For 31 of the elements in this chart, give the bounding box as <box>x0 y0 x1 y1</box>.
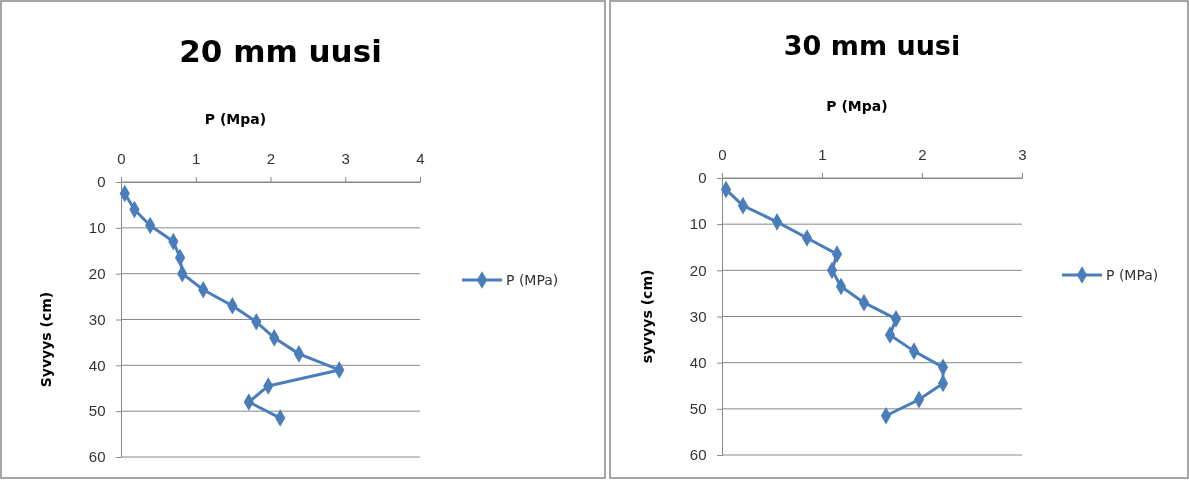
x-axis-title: P (Mpa) <box>826 98 888 114</box>
y-tick-label: 30 <box>88 310 106 328</box>
y-tick-label: 60 <box>88 448 106 466</box>
x-tick-label: 0 <box>718 145 727 163</box>
x-tick-label: 3 <box>1018 145 1027 163</box>
x-tick-label: 0 <box>117 149 126 167</box>
y-tick-label: 0 <box>698 169 707 187</box>
x-tick-label: 1 <box>818 145 827 163</box>
y-tick-label: 40 <box>689 353 707 371</box>
legend-label: P (MPa) <box>506 272 559 288</box>
legend-label: P (MPa) <box>1106 267 1159 283</box>
y-tick-label: 40 <box>88 356 106 374</box>
x-axis-title: P (Mpa) <box>204 111 267 127</box>
y-tick-label: 20 <box>689 261 707 279</box>
y-tick-label: 10 <box>88 219 106 237</box>
x-tick-label: 3 <box>341 149 350 167</box>
y-tick-label: 0 <box>97 173 106 191</box>
y-axis-title: syvyys (cm) <box>639 269 655 364</box>
y-tick-label: 60 <box>689 446 707 464</box>
y-tick-label: 30 <box>689 307 707 325</box>
x-tick-label: 4 <box>416 149 425 167</box>
chart-title: 20 mm uusi <box>179 33 382 69</box>
y-axis-title: Syvyys (cm) <box>38 291 54 388</box>
y-tick-label: 10 <box>689 215 707 233</box>
y-tick-label: 50 <box>689 400 707 418</box>
x-tick-label: 1 <box>192 149 201 167</box>
chart-title: 30 mm uusi <box>783 30 961 61</box>
y-tick-label: 20 <box>88 264 106 282</box>
x-tick-label: 2 <box>266 149 276 167</box>
y-tick-label: 50 <box>88 402 106 420</box>
x-tick-label: 2 <box>918 145 927 163</box>
